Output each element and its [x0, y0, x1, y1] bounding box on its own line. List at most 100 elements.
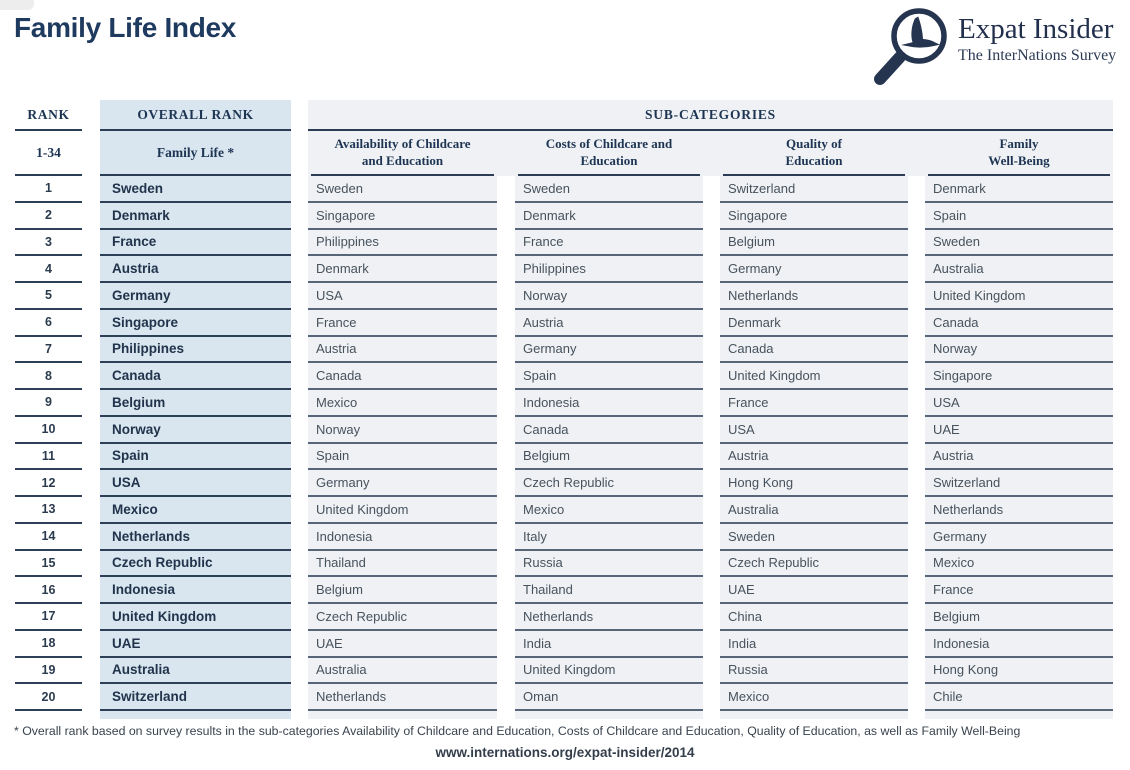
brand-text: Expat Insider The InterNations Survey	[958, 0, 1116, 65]
costs-cell: Austria	[515, 310, 703, 337]
family-life-cell: Indonesia	[100, 577, 291, 604]
family-life-cell: Belgium	[100, 390, 291, 417]
availability-cell: Germany	[308, 470, 497, 497]
availability-cell: UAE	[308, 631, 497, 658]
rank-cell: 2	[15, 203, 82, 230]
rank-cell: 17	[15, 604, 82, 631]
family-life-cell: UAE	[100, 631, 291, 658]
family-life-cell: Spain	[100, 444, 291, 471]
well-being-cell: Spain	[925, 203, 1113, 230]
family-life-cell: Philippines	[100, 337, 291, 364]
rank-cell: 15	[15, 551, 82, 578]
family-life-cell: Switzerland	[100, 684, 291, 711]
wellbeing-column: Denmark Spain Sweden Australia United Kingdo…	[925, 176, 1113, 711]
subcategories-band-fill	[308, 131, 1113, 176]
family-life-cell: Czech Republic	[100, 551, 291, 578]
costs-column-background	[515, 100, 703, 719]
availability-cell: Netherlands	[308, 684, 497, 711]
quality-cell: India	[720, 631, 908, 658]
costs-cell: Netherlands	[515, 604, 703, 631]
rank-cell: 8	[15, 363, 82, 390]
family-life-cell: Australia	[100, 658, 291, 685]
quality-cell: UAE	[720, 577, 908, 604]
availability-cell: Sweden	[308, 176, 497, 203]
well-being-cell: Australia	[925, 256, 1113, 283]
costs-cell: Denmark	[515, 203, 703, 230]
costs-cell: Norway	[515, 283, 703, 310]
quality-cell: France	[720, 390, 908, 417]
well-being-cell: Denmark	[925, 176, 1113, 203]
family-life-column: Sweden Denmark France Austria Germany Singapo…	[100, 176, 291, 711]
family-life-cell: Sweden	[100, 176, 291, 203]
costs-cell: Mexico	[515, 497, 703, 524]
availability-cell: Singapore	[308, 203, 497, 230]
availability-cell: Canada	[308, 363, 497, 390]
availability-column-background	[308, 100, 497, 719]
costs-cell: Czech Republic	[515, 470, 703, 497]
costs-cell: Philippines	[515, 256, 703, 283]
family-life-cell: USA	[100, 470, 291, 497]
rank-cell: 13	[15, 497, 82, 524]
availability-column: Sweden Singapore Philippines Denmark USA Fran…	[308, 176, 497, 711]
well-being-cell: Indonesia	[925, 631, 1113, 658]
availability-cell: Philippines	[308, 230, 497, 257]
family-life-cell: Denmark	[100, 203, 291, 230]
quality-cell: Russia	[720, 658, 908, 685]
rank-cell: 10	[15, 417, 82, 444]
rank-cell: 18	[15, 631, 82, 658]
availability-cell: USA	[308, 283, 497, 310]
well-being-cell: United Kingdom	[925, 283, 1113, 310]
quality-cell: Netherlands	[720, 283, 908, 310]
quality-column: Switzerland Singapore Belgium Germany Nether…	[720, 176, 908, 711]
availability-cell: United Kingdom	[308, 497, 497, 524]
quality-cell: Belgium	[720, 230, 908, 257]
rank-cell: 19	[15, 658, 82, 685]
site-url: www.internations.org/expat-insider/2014	[435, 745, 695, 760]
rank-cell: 16	[15, 577, 82, 604]
availability-cell: Belgium	[308, 577, 497, 604]
availability-column-header: Availability of Childcare and Education	[311, 131, 494, 176]
overall-rank-header-label: OVERALL RANK	[100, 100, 291, 131]
well-being-cell: France	[925, 577, 1113, 604]
family-life-cell: Canada	[100, 363, 291, 390]
costs-cell: Russia	[515, 551, 703, 578]
rank-cell: 4	[15, 256, 82, 283]
costs-cell: Thailand	[515, 577, 703, 604]
family-life-cell: Mexico	[100, 497, 291, 524]
rank-header-block: RANK 1-34	[15, 100, 82, 176]
overall-rank-header-block: OVERALL RANK Family Life *	[100, 100, 291, 176]
well-being-cell: Hong Kong	[925, 658, 1113, 685]
rank-cell: 20	[15, 684, 82, 711]
costs-cell: Spain	[515, 363, 703, 390]
quality-column-header: Quality of Education	[723, 131, 905, 176]
rank-cell: 12	[15, 470, 82, 497]
well-being-cell: Norway	[925, 337, 1113, 364]
quality-cell: Switzerland	[720, 176, 908, 203]
costs-cell: Belgium	[515, 444, 703, 471]
corner-artifact	[0, 0, 34, 10]
well-being-cell: Chile	[925, 684, 1113, 711]
costs-cell: Canada	[515, 417, 703, 444]
family-life-cell: Germany	[100, 283, 291, 310]
availability-cell: Indonesia	[308, 524, 497, 551]
rank-cell: 1	[15, 176, 82, 203]
quality-column-background	[720, 100, 908, 719]
well-being-cell: UAE	[925, 417, 1113, 444]
brand-tagline: The InterNations Survey	[958, 47, 1117, 64]
quality-cell: Czech Republic	[720, 551, 908, 578]
well-being-cell: Austria	[925, 444, 1113, 471]
family-life-cell: United Kingdom	[100, 604, 291, 631]
availability-cell: Norway	[308, 417, 497, 444]
rank-cell: 9	[15, 390, 82, 417]
costs-cell: India	[515, 631, 703, 658]
rank-cell: 11	[15, 444, 82, 471]
family-life-cell: France	[100, 230, 291, 257]
costs-cell: France	[515, 230, 703, 257]
availability-cell: Mexico	[308, 390, 497, 417]
rank-range-label: 1-34	[15, 131, 82, 176]
availability-cell: France	[308, 310, 497, 337]
quality-cell: Germany	[720, 256, 908, 283]
costs-cell: Indonesia	[515, 390, 703, 417]
availability-cell: Denmark	[308, 256, 497, 283]
